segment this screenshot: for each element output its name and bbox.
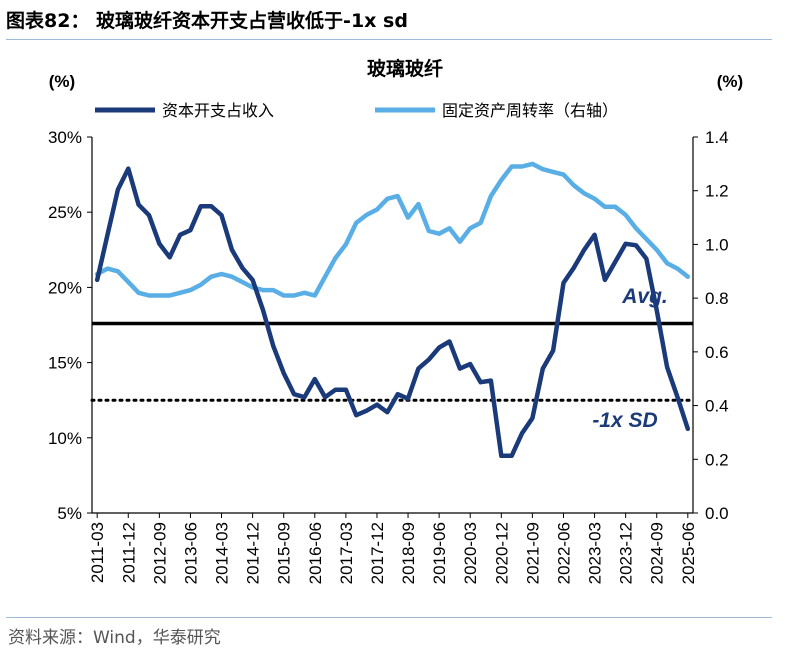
x-tick-label: 2022-06 [554, 522, 573, 584]
legend: 资本开支占收入 固定资产周转率（右轴） [95, 102, 618, 120]
x-tick-label: 2020-12 [492, 522, 511, 584]
right-tick-label: 0.8 [705, 289, 729, 308]
x-tick-label: 2015-09 [275, 522, 294, 584]
series-line-capex [94, 166, 691, 459]
x-tick-label: 2012-09 [150, 522, 169, 584]
left-tick-label: 25% [48, 203, 82, 222]
right-tick-label: 1.4 [705, 128, 729, 147]
x-axis: 2011-03 2011-12 2012-09 2013-06 2014-03 2014-… [88, 513, 698, 584]
left-tick-label: 15% [48, 354, 82, 373]
x-tick-label: 2016-06 [306, 522, 325, 584]
x-tick-label: 2011-12 [119, 522, 138, 583]
x-tick-label: 2023-12 [617, 522, 636, 584]
x-tick-label: 2011-03 [88, 522, 107, 583]
right-tick-label: 0.2 [705, 450, 729, 469]
left-tick-label: 10% [48, 429, 82, 448]
left-axis-unit: (%) [49, 72, 75, 91]
left-tick-label: 5% [57, 504, 82, 523]
right-tick-label: 0.4 [705, 397, 729, 416]
footer-divider [6, 617, 772, 618]
legend-label-fixed-asset: 固定资产周转率（右轴） [442, 102, 618, 120]
x-tick-label: 2014-03 [213, 522, 232, 584]
right-axis-unit: (%) [717, 72, 743, 91]
source-note: 资料来源：Wind，华泰研究 [8, 628, 221, 648]
right-tick-label: 1.2 [705, 182, 729, 201]
sd-label: -1x SD [592, 409, 657, 432]
right-tick-label: 0.6 [705, 343, 729, 362]
x-tick-label: 2017-03 [337, 522, 356, 584]
reference-lines [90, 321, 695, 402]
legend-label-capex: 资本开支占收入 [162, 102, 274, 120]
x-tick-label: 2017-12 [368, 522, 387, 584]
series-lines [94, 161, 691, 459]
right-tick-label: 0.0 [705, 504, 729, 523]
title-divider [6, 39, 772, 40]
x-tick-label: 2021-09 [523, 522, 542, 584]
x-tick-label: 2013-06 [181, 522, 200, 584]
x-tick-label: 2014-12 [244, 522, 263, 584]
left-tick-label: 30% [48, 128, 82, 147]
left-axis: 5% 10% 15% 20% 25% 30% [48, 128, 92, 523]
left-tick-label: 20% [48, 278, 82, 297]
x-tick-label: 2020-03 [461, 522, 480, 584]
chart-title: 玻璃玻纤 [367, 57, 443, 80]
x-tick-label: 2018-09 [399, 522, 418, 584]
avg-label: Avg. [621, 285, 668, 308]
x-tick-label: 2023-03 [586, 522, 605, 584]
right-tick-label: 1.0 [705, 235, 729, 254]
right-axis: 0.0 0.2 0.4 0.6 0.8 1.0 1.2 1.4 [693, 128, 729, 523]
x-tick-label: 2024-09 [648, 522, 667, 584]
x-tick-label: 2019-06 [430, 522, 449, 584]
chart: 玻璃玻纤 (%) (%) 资本开支占收入 固定资产周转率（右轴） 5% 10% 15… [48, 57, 743, 584]
series-line-fixed-asset [94, 161, 691, 298]
figure-title: 图表82： 玻璃玻纤资本开支占营收低于-1x sd [6, 10, 408, 32]
x-tick-label: 2025-06 [679, 522, 698, 584]
